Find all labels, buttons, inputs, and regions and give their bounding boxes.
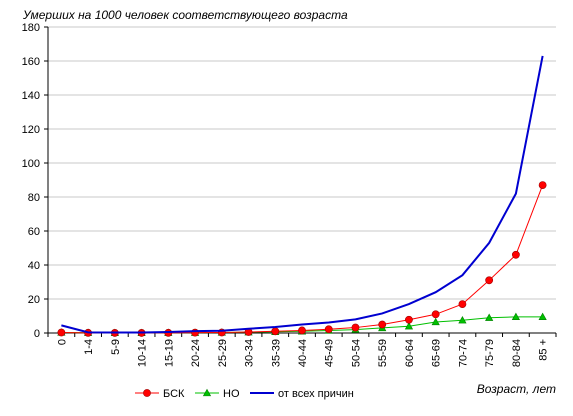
x-tick-label: 25-29 [217, 339, 229, 367]
data-point [485, 276, 494, 285]
legend-marker [202, 388, 212, 397]
y-tick-label: 40 [28, 260, 40, 272]
x-tick-label: 55-59 [377, 339, 389, 367]
data-point [271, 327, 280, 336]
series-0 [57, 181, 547, 337]
data-point [378, 320, 387, 329]
y-tick-label: 0 [34, 328, 40, 340]
x-tick-label: 10-14 [137, 339, 149, 367]
y-tick-label: 180 [22, 22, 40, 34]
data-point [57, 328, 66, 337]
data-point [324, 325, 333, 334]
legend-label: БСК [163, 388, 185, 400]
legend-marker [143, 389, 151, 397]
x-tick-label: 0 [56, 339, 68, 345]
data-point [485, 313, 494, 321]
x-tick-label: 70-74 [457, 339, 469, 367]
x-tick-label: 1-4 [83, 339, 95, 355]
data-point [458, 316, 467, 324]
data-point [511, 312, 521, 321]
y-tick-label: 60 [28, 226, 40, 238]
data-point [431, 310, 440, 319]
x-axis: 0 1-4 5-9 10-14 15-19 20-24 25-29 30-34 35-39 40-… [47, 332, 557, 367]
legend-label: НО [223, 388, 240, 400]
x-tick-label: 85 + [538, 339, 550, 361]
y-tick-label: 100 [22, 158, 40, 170]
y-tick-label: 160 [22, 56, 40, 68]
y-tick-label: 20 [28, 294, 40, 306]
x-tick-label: 40-44 [297, 339, 309, 367]
x-tick-label: 30-34 [244, 339, 256, 367]
series-line [61, 184, 544, 334]
y-gridlines [48, 26, 556, 300]
x-tick-label: 65-69 [431, 339, 443, 367]
data-point [538, 181, 547, 189]
data-point [405, 315, 413, 324]
y-tick-label: 140 [22, 90, 40, 102]
data-point [298, 326, 306, 335]
x-tick-label: 60-64 [404, 339, 416, 367]
data-point [511, 250, 520, 259]
legend-label: от всех причин [278, 388, 354, 400]
x-tick-label: 5-9 [110, 339, 122, 355]
legend-entry: от всех причин [250, 388, 354, 400]
legend: БСК НО от всех причин [135, 388, 354, 400]
series-line [61, 55, 544, 334]
x-axis-label: Возраст, лет [477, 382, 556, 396]
y-tick-label: 80 [28, 192, 40, 204]
data-point [404, 321, 414, 330]
x-tick-label: 50-54 [350, 339, 362, 367]
x-tick-label: 20-24 [190, 339, 202, 367]
legend-entry: БСК [135, 388, 185, 400]
series-2 [61, 55, 544, 334]
x-tick-label: 35-39 [270, 339, 282, 367]
y-tick-label: 120 [22, 124, 40, 136]
x-tick-label: 45-49 [324, 339, 336, 367]
x-tick-label: 80-84 [511, 339, 523, 367]
data-point [538, 312, 547, 321]
legend-entry: НО [195, 388, 240, 400]
chart-title: Умерших на 1000 человек соответствующего… [22, 8, 348, 22]
plot-area [57, 55, 547, 337]
data-point [351, 323, 360, 332]
x-tick-label: 15-19 [163, 339, 175, 367]
data-point [431, 317, 440, 326]
y-axis: 0 20 40 60 80 100 120 140 160 180 [22, 22, 49, 340]
data-point [458, 300, 467, 308]
x-tick-label: 75-79 [484, 339, 496, 367]
